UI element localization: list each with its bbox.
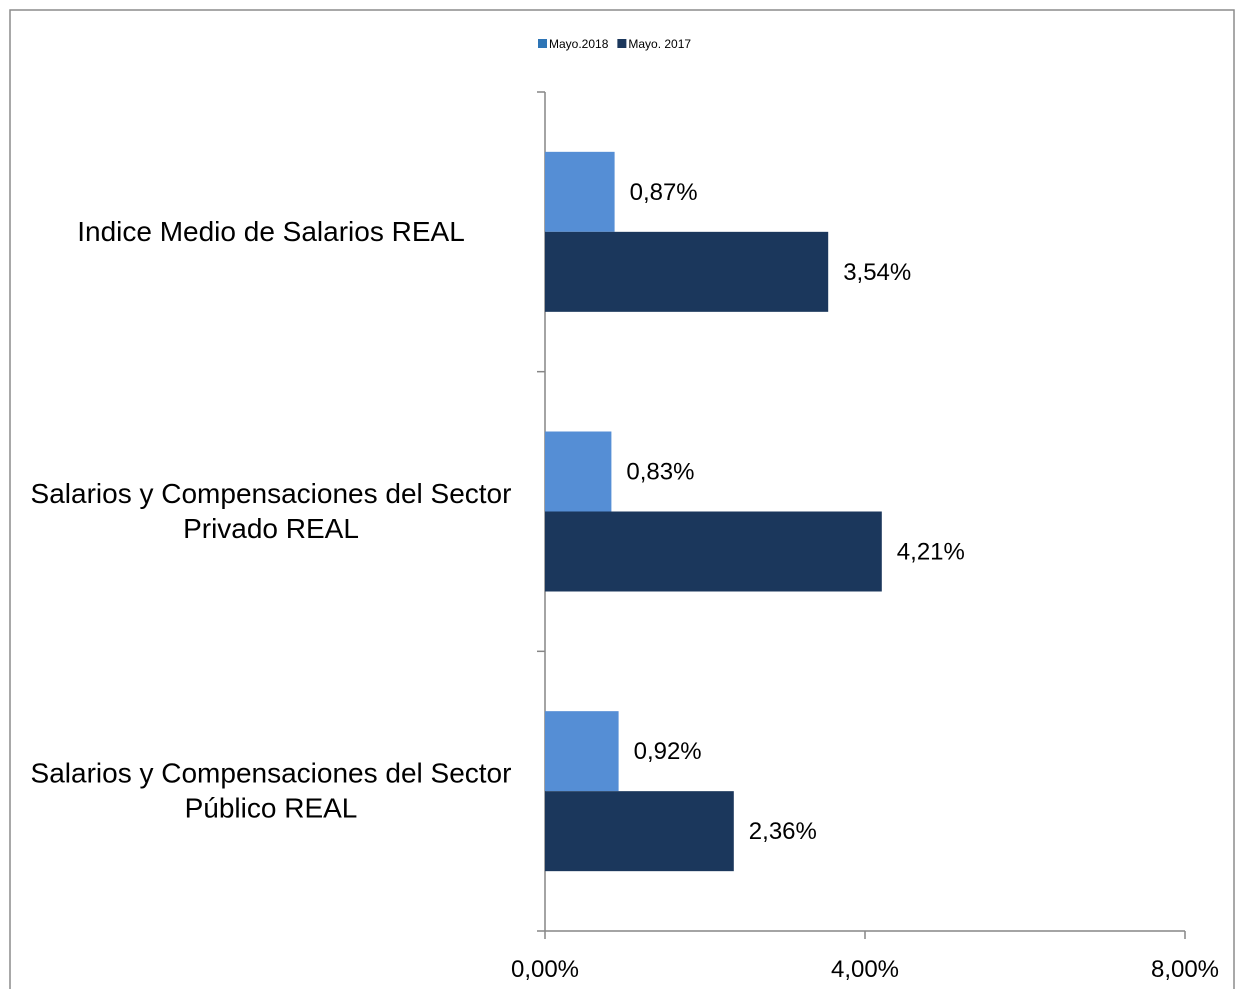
legend: Mayo.2018 Mayo. 2017 — [538, 37, 691, 51]
bars — [545, 151, 882, 872]
category-label: Indice Medio de Salarios REAL — [77, 216, 465, 247]
data-label: 0,87% — [630, 179, 698, 206]
data-label: 0,83% — [626, 459, 694, 486]
legend-swatch — [538, 39, 547, 48]
data-labels: 0,87% 3,54% 0,83% 4,21% 0,92% 2,36% — [626, 179, 964, 845]
x-tick-label: 8,00% — [1151, 956, 1219, 983]
legend-label: Mayo.2018 — [549, 37, 609, 51]
x-tick-label: 0,00% — [511, 956, 579, 983]
data-label: 0,92% — [634, 738, 702, 765]
bar-mayo-2017 — [545, 791, 734, 872]
legend-label: Mayo. 2017 — [628, 37, 691, 51]
bar-mayo-2017 — [545, 231, 829, 312]
legend-swatch — [617, 39, 627, 48]
bar-mayo-2018 — [545, 711, 619, 792]
bar-mayo-2017 — [545, 511, 882, 592]
data-label: 3,54% — [843, 259, 911, 286]
category-label: Salarios y Compensaciones del Sector Priv… — [31, 478, 512, 544]
category-label-line: Privado REAL — [183, 513, 359, 544]
data-label: 4,21% — [897, 539, 965, 566]
x-tick-label: 4,00% — [831, 956, 899, 983]
category-label: Salarios y Compensaciones del Sector Públ… — [31, 758, 512, 824]
category-labels: Indice Medio de Salarios REAL Salarios y … — [31, 216, 512, 824]
category-label-line: Salarios y Compensaciones del Sector — [31, 478, 512, 509]
data-label: 2,36% — [749, 818, 817, 845]
category-label-line: Indice Medio de Salarios REAL — [77, 216, 465, 247]
bar-mayo-2018 — [545, 151, 615, 232]
category-label-line: Público REAL — [185, 793, 358, 824]
bar-mayo-2018 — [545, 431, 612, 512]
category-label-line: Salarios y Compensaciones del Sector — [31, 758, 512, 789]
